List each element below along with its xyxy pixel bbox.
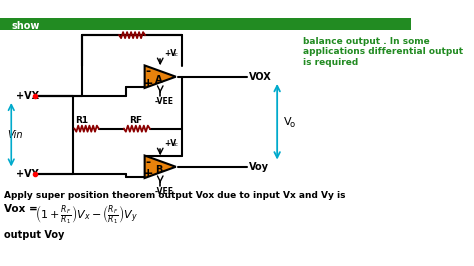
Text: +VY: +VY [16, 169, 38, 179]
Text: R1: R1 [75, 116, 88, 125]
Polygon shape [145, 65, 176, 88]
Text: A: A [155, 75, 162, 85]
Text: +VX: +VX [16, 91, 39, 101]
Text: cc: cc [172, 52, 179, 57]
Text: -: - [146, 65, 151, 78]
Text: o: o [289, 120, 294, 129]
Text: RF: RF [129, 116, 143, 125]
Polygon shape [145, 156, 176, 178]
Text: show: show [12, 20, 40, 31]
Text: Vin: Vin [7, 130, 22, 140]
FancyBboxPatch shape [0, 18, 410, 30]
Text: balance output . In some
applications differential output
is required: balance output . In some applications di… [303, 37, 463, 67]
Text: cc: cc [172, 142, 179, 147]
Text: Vox =: Vox = [4, 204, 42, 214]
Text: Voy: Voy [249, 162, 269, 172]
Text: -: - [146, 156, 151, 169]
Text: VOX: VOX [249, 72, 272, 82]
Text: output Voy: output Voy [4, 230, 65, 240]
Text: +: + [143, 167, 154, 180]
Text: +V: +V [164, 139, 177, 148]
Text: V: V [284, 117, 292, 127]
Text: +: + [143, 77, 154, 90]
Text: -VEE: -VEE [155, 187, 174, 196]
Text: $\left(1 + \frac{R_F}{R_1}\right)V_x - \left(\frac{R_F}{R_1}\right)V_y$: $\left(1 + \frac{R_F}{R_1}\right)V_x - \… [35, 204, 137, 227]
Text: +V: +V [164, 49, 177, 58]
Text: B: B [155, 165, 162, 175]
Text: Apply super position theorem output Vox due to input Vx and Vy is: Apply super position theorem output Vox … [4, 191, 346, 200]
Text: -VEE: -VEE [155, 97, 174, 106]
